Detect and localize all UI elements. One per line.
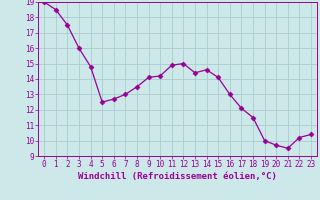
X-axis label: Windchill (Refroidissement éolien,°C): Windchill (Refroidissement éolien,°C): [78, 172, 277, 181]
